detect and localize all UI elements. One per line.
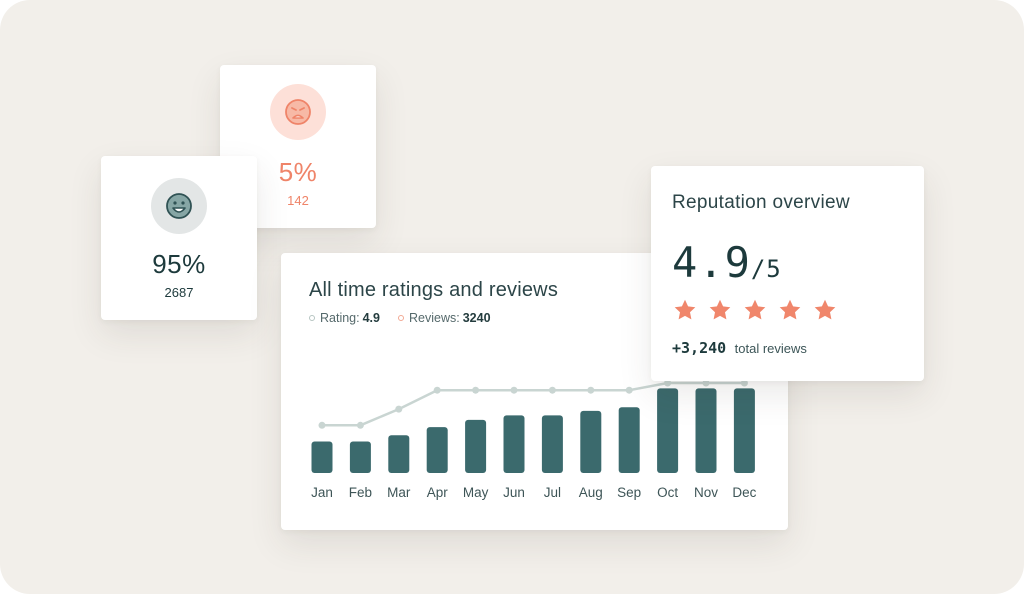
bar-dec	[733, 388, 755, 473]
bar-jun	[503, 415, 525, 473]
x-tick-label: Aug	[579, 485, 603, 500]
chart-title: All time ratings and reviews	[309, 279, 559, 301]
rating-point-may	[472, 386, 480, 394]
positive-percent: 95%	[152, 249, 206, 279]
x-tick-label: Nov	[694, 485, 718, 500]
rating-point-jun	[510, 386, 518, 394]
bar-nov	[695, 388, 717, 473]
bar-feb	[349, 441, 371, 473]
rating-point-sep	[625, 386, 633, 394]
bar-jan	[311, 441, 333, 473]
rating-point-apr	[433, 386, 441, 394]
negative-count: 142	[287, 193, 309, 208]
star-icon	[709, 299, 731, 320]
legend-rating: Rating: 4.9	[309, 311, 380, 325]
legend-rating-value: 4.9	[362, 311, 380, 325]
x-tick-label: Feb	[349, 485, 372, 500]
bar-apr	[426, 427, 448, 473]
negative-percent: 5%	[278, 157, 318, 187]
happy-face-badge	[151, 178, 207, 234]
bar-sep	[618, 407, 640, 473]
star-icon	[779, 299, 801, 320]
bar-mar	[388, 435, 410, 473]
reputation-score: 4.9	[672, 238, 751, 287]
star-icon	[744, 299, 766, 320]
x-tick-label: Apr	[427, 485, 449, 500]
sad-face-icon	[285, 99, 311, 125]
star-rating	[673, 298, 837, 322]
rating-point-feb	[356, 421, 364, 429]
happy-face-icon	[166, 193, 192, 219]
star-icon	[814, 299, 836, 320]
bar-aug	[580, 410, 602, 473]
sad-face-badge	[270, 84, 326, 140]
rating-point-nov	[702, 379, 710, 387]
bar-may	[465, 419, 487, 473]
rating-line	[322, 381, 745, 427]
reputation-score-block: 4.9/5	[672, 238, 782, 287]
positive-sentiment-card: 95% 2687	[101, 156, 257, 320]
legend-reviews-value: 3240	[462, 311, 491, 325]
rating-point-jul	[548, 386, 556, 394]
x-tick-label: Mar	[387, 485, 411, 500]
bar-oct	[657, 388, 679, 473]
reputation-title: Reputation overview	[672, 192, 850, 213]
rating-point-oct	[664, 379, 672, 387]
rating-point-aug	[587, 386, 595, 394]
legend-reviews-label: Reviews:	[409, 311, 460, 325]
x-tick-label: Oct	[657, 485, 678, 500]
total-reviews-label: total reviews	[734, 341, 807, 356]
rating-point-mar	[395, 405, 403, 413]
x-tick-label: Jan	[311, 485, 333, 500]
rating-point-jan	[318, 421, 326, 429]
bar-jul	[541, 415, 563, 473]
reputation-overview-card: Reputation overview 4.9/5 +3,240 total r…	[651, 166, 924, 381]
legend-reviews: Reviews: 3240	[398, 311, 491, 325]
x-tick-label: Jul	[544, 485, 561, 500]
total-reviews-line: +3,240 total reviews	[672, 339, 807, 358]
positive-count: 2687	[164, 285, 194, 300]
legend-rating-marker	[309, 315, 315, 321]
rating-point-dec	[740, 379, 748, 387]
x-tick-label: Jun	[503, 485, 525, 500]
star-icon	[674, 299, 696, 320]
bar-line-chart: Jan Feb Mar Apr May Jun Jul Aug Sep Oct Nov Dec	[311, 379, 757, 500]
total-reviews-count: +3,240	[672, 339, 727, 357]
chart-legend: Rating: 4.9 Reviews: 3240	[309, 311, 491, 325]
x-tick-label: Sep	[617, 485, 641, 500]
legend-reviews-marker	[398, 315, 404, 321]
reputation-out-of: /5	[750, 255, 782, 283]
x-tick-label: Dec	[732, 485, 756, 500]
x-tick-label: May	[463, 485, 489, 500]
legend-rating-label: Rating:	[320, 311, 360, 325]
